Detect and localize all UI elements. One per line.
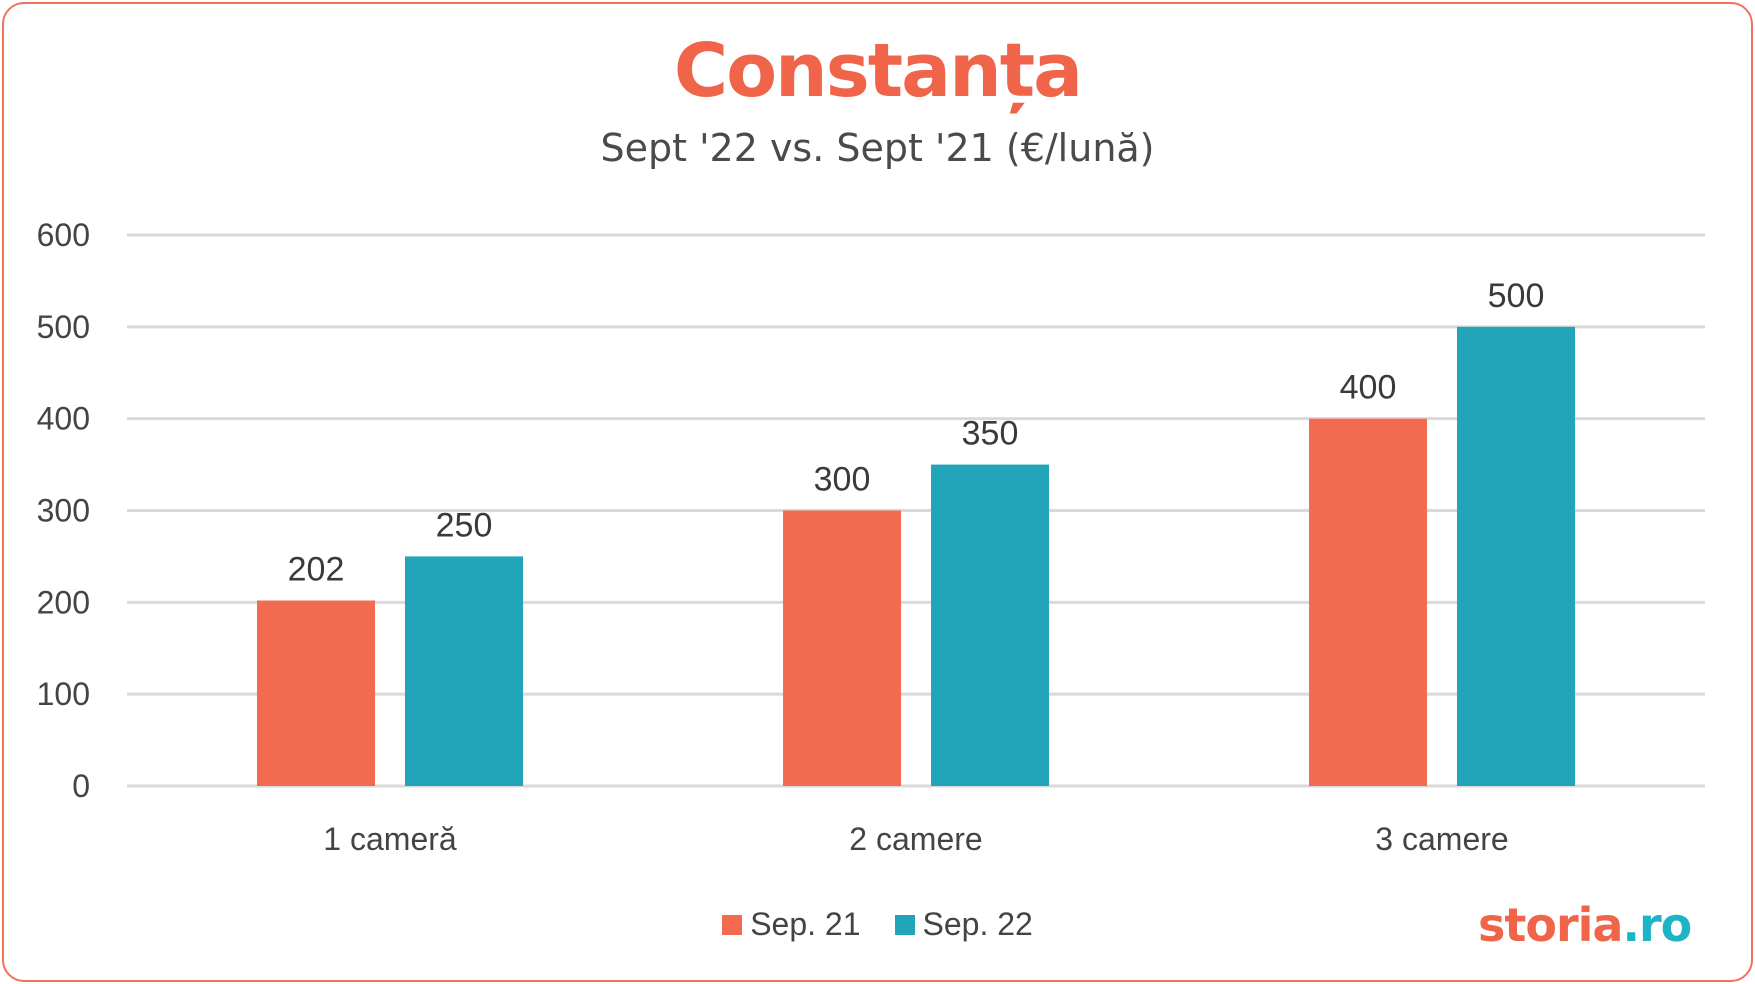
data-label: 350 [962, 415, 1019, 453]
chart-title: Constanța [673, 28, 1083, 114]
bars [257, 326, 1575, 786]
legend: Sep. 21 Sep. 22 [0, 906, 1755, 943]
storia-logo: storia.ro [1478, 898, 1692, 952]
brand-name: storia [1478, 898, 1623, 952]
bar-sep22 [1457, 326, 1575, 786]
bar-sep22 [405, 556, 523, 786]
data-label: 300 [814, 461, 871, 499]
legend-swatch [894, 914, 915, 935]
chart-subtitle: Sept '22 vs. Sept '21 (€/lună) [600, 126, 1155, 170]
x-category-label: 3 camere [1375, 821, 1508, 857]
y-tick-label: 400 [37, 401, 90, 437]
x-category-label: 1 cameră [323, 821, 457, 857]
grid-layer [127, 233, 1705, 788]
bar-sep21 [783, 510, 901, 786]
bar-sep21 [257, 600, 375, 786]
y-tick-label: 100 [37, 676, 90, 712]
x-category-label: 2 camere [849, 821, 982, 857]
y-axis-ticks: 0 100 200 300 400 500 600 [37, 217, 90, 804]
legend-item-sep21: Sep. 21 [722, 906, 861, 943]
legend-label: Sep. 21 [750, 906, 861, 942]
y-tick-label: 0 [72, 768, 90, 804]
legend-item-sep22: Sep. 22 [894, 906, 1033, 943]
y-tick-label: 200 [37, 584, 90, 620]
x-axis-categories: 1 cameră 2 camere 3 camere [323, 821, 1508, 857]
data-label: 250 [436, 506, 493, 544]
data-labels: 202 250 300 350 400 500 [288, 277, 1545, 589]
bar-sep21 [1309, 418, 1427, 786]
y-tick-label: 500 [37, 309, 90, 345]
data-label: 400 [1340, 369, 1397, 407]
data-label: 202 [288, 550, 345, 588]
bar-sep22 [931, 464, 1049, 786]
brand-tld: .ro [1622, 898, 1692, 952]
y-tick-label: 300 [37, 493, 90, 529]
legend-swatch [722, 914, 743, 935]
legend-label: Sep. 22 [922, 906, 1033, 942]
y-tick-label: 600 [37, 217, 90, 253]
data-label: 500 [1488, 277, 1545, 315]
